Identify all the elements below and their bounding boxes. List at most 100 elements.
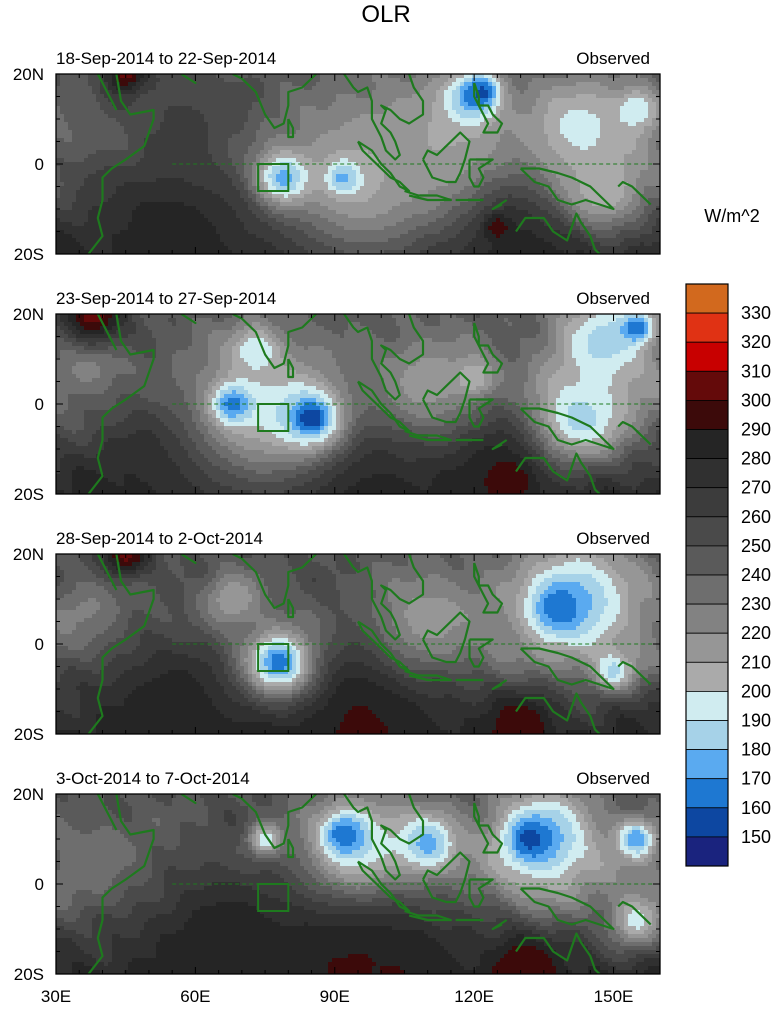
coastline bbox=[519, 647, 615, 691]
coastline bbox=[617, 420, 652, 446]
y-tick-label: 20S bbox=[14, 485, 44, 504]
colorbar-swatch bbox=[685, 807, 729, 838]
y-tick-label: 20N bbox=[13, 545, 44, 564]
coastline bbox=[468, 638, 494, 668]
y-tick-label: 20S bbox=[14, 965, 44, 984]
colorbar-swatch bbox=[685, 691, 729, 721]
y-tick-label: 0 bbox=[35, 635, 44, 654]
coastline bbox=[357, 860, 411, 913]
coastline bbox=[474, 56, 483, 70]
coastline bbox=[468, 878, 494, 908]
coastline bbox=[491, 199, 508, 211]
colorbar-tick-label: 180 bbox=[741, 740, 771, 760]
coastline bbox=[474, 776, 483, 790]
index-box bbox=[257, 643, 290, 672]
x-tick-label: 120E bbox=[454, 987, 494, 1006]
colorbar-swatch bbox=[685, 574, 729, 605]
x-tick-label: 90E bbox=[320, 987, 350, 1006]
coastline bbox=[473, 802, 504, 854]
colorbar-swatch bbox=[685, 341, 729, 372]
colorbar-tick-label: 280 bbox=[741, 449, 771, 469]
figure-title: OLR bbox=[361, 1, 410, 28]
coastline bbox=[87, 74, 155, 254]
colorbar-swatch bbox=[685, 661, 729, 692]
coastline bbox=[180, 554, 197, 565]
colorbar-swatch bbox=[685, 516, 729, 547]
coastline bbox=[404, 909, 452, 922]
coastline bbox=[357, 380, 411, 433]
y-tick-label: 20N bbox=[13, 785, 44, 804]
panel-title: 23-Sep-2014 to 27-Sep-2014 bbox=[56, 289, 276, 308]
panel-2: 23-Sep-2014 to 27-Sep-2014 Observed 20N 0 20… bbox=[13, 289, 661, 504]
colorbar-swatch bbox=[685, 836, 729, 867]
coastline bbox=[343, 314, 425, 401]
coastlines bbox=[87, 314, 652, 494]
colorbar-tick-label: 220 bbox=[741, 623, 771, 643]
colorbar-tick-label: 150 bbox=[741, 827, 771, 847]
coastline bbox=[404, 189, 452, 202]
index-box bbox=[257, 883, 290, 912]
coastline bbox=[287, 598, 295, 619]
colorbar-tick-label: 310 bbox=[741, 361, 771, 381]
x-tick-label: 30E bbox=[41, 987, 71, 1006]
colorbar-unit-label: W/m^2 bbox=[704, 206, 759, 226]
colorbar-swatch bbox=[685, 312, 729, 343]
colorbar-tick-label: 170 bbox=[741, 769, 771, 789]
coastline bbox=[287, 358, 295, 379]
colorbar-swatch bbox=[685, 749, 729, 780]
colorbar-tick-label: 300 bbox=[741, 390, 771, 410]
coastline bbox=[232, 74, 317, 130]
colorbar-swatch bbox=[685, 603, 729, 634]
x-tick-label: 150E bbox=[594, 987, 634, 1006]
colorbar-tick-label: 330 bbox=[741, 303, 771, 323]
olr-field bbox=[56, 554, 660, 734]
panels: 18-Sep-2014 to 22-Sep-2014 Observed 20N 0 20… bbox=[13, 49, 661, 1006]
coastline bbox=[473, 562, 504, 614]
x-tick-label: 60E bbox=[180, 987, 210, 1006]
colorbar-swatch bbox=[685, 370, 729, 401]
colorbar-swatch bbox=[685, 283, 729, 314]
coastline bbox=[180, 74, 197, 85]
coastlines bbox=[87, 56, 652, 254]
coastline bbox=[96, 74, 118, 111]
y-tick-label: 0 bbox=[35, 875, 44, 894]
coastline bbox=[519, 887, 615, 931]
y-tick-label: 0 bbox=[35, 395, 44, 414]
panel-label-observed: Observed bbox=[576, 49, 650, 68]
y-tick-label: 20N bbox=[13, 65, 44, 84]
coastline bbox=[96, 794, 118, 831]
y-tick-label: 0 bbox=[35, 155, 44, 174]
panel-title: 28-Sep-2014 to 2-Oct-2014 bbox=[56, 529, 263, 548]
coastline bbox=[180, 794, 197, 805]
coastline bbox=[343, 74, 425, 161]
coastline bbox=[617, 660, 652, 686]
coastline bbox=[617, 900, 652, 926]
colorbar: 330 320 310 300 290 280 270 260 250 240 230 220 210 2… bbox=[685, 283, 771, 867]
colorbar-tick-label: 200 bbox=[741, 681, 771, 701]
colorbar-swatch bbox=[685, 399, 729, 430]
coastline bbox=[232, 554, 317, 610]
colorbar-swatch bbox=[685, 545, 729, 576]
coastline bbox=[422, 851, 471, 904]
coastline bbox=[474, 536, 483, 550]
y-tick-label: 20S bbox=[14, 245, 44, 264]
colorbar-swatch bbox=[685, 458, 729, 489]
coastline bbox=[515, 212, 601, 254]
colorbar-tick-label: 160 bbox=[741, 798, 771, 818]
coastline bbox=[468, 398, 494, 428]
coastline bbox=[180, 314, 197, 325]
coastline bbox=[473, 322, 504, 374]
index-box bbox=[257, 403, 290, 432]
panel-3: 28-Sep-2014 to 2-Oct-2014 Observed 20N 0 20S bbox=[13, 529, 661, 744]
panel-label-observed: Observed bbox=[576, 769, 650, 788]
panel-1: 18-Sep-2014 to 22-Sep-2014 Observed 20N 0 20… bbox=[13, 49, 661, 264]
coastline bbox=[422, 371, 471, 424]
panel-title: 3-Oct-2014 to 7-Oct-2014 bbox=[56, 769, 250, 788]
colorbar-tick-label: 260 bbox=[741, 507, 771, 527]
colorbar-tick-label: 290 bbox=[741, 420, 771, 440]
coastline bbox=[404, 669, 452, 682]
coastline bbox=[357, 140, 411, 193]
coastline bbox=[87, 794, 155, 974]
coastline bbox=[96, 554, 118, 591]
